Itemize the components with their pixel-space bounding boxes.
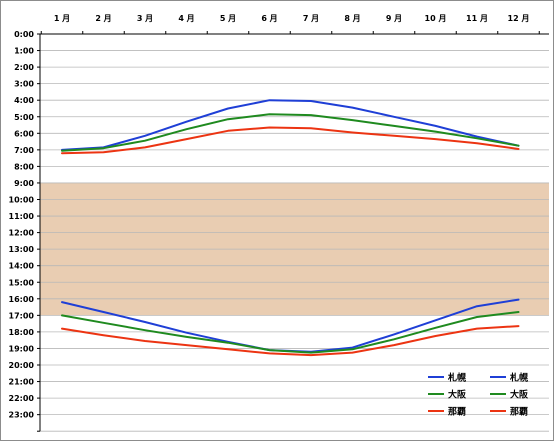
y-tick-label: 15:00	[9, 278, 35, 287]
y-tick-label: 1:00	[14, 47, 34, 56]
y-tick-label: 16:00	[9, 295, 35, 304]
series-line-sunset	[61, 325, 520, 357]
series-line-sunrise	[61, 126, 520, 155]
y-tick-label: 2:00	[14, 63, 34, 72]
y-tick-label: 13:00	[9, 245, 35, 254]
y-tick-label: 8:00	[14, 162, 34, 171]
series-line-sunrise	[61, 113, 520, 152]
legend-label: 大阪	[448, 389, 467, 401]
legend-label: 那覇	[448, 407, 466, 418]
y-tick-label: 5:00	[14, 113, 34, 122]
legend-label: 那覇	[510, 407, 528, 418]
x-tick-label: 3 月	[137, 14, 153, 23]
y-tick-label: 10:00	[9, 196, 35, 205]
series-line-sunrise	[61, 99, 520, 151]
y-tick-label: 22:00	[9, 394, 35, 403]
axis-layer	[37, 31, 549, 432]
y-tick-label: 12:00	[9, 229, 35, 238]
y-tick-label: 23:00	[9, 411, 35, 420]
y-tick-label: 0:00	[14, 30, 34, 39]
y-tick-label: 17:00	[9, 311, 35, 320]
y-tick-label: 9:00	[14, 179, 34, 188]
x-tick-label: 7 月	[303, 14, 319, 23]
x-tick-label: 10 月	[425, 14, 447, 23]
series-layer	[61, 99, 520, 357]
y-tick-label: 11:00	[9, 212, 35, 221]
legend-label: 大阪	[510, 389, 529, 401]
y-tick-label-layer: 0:00 1:00 2:00 3:00 4:00 5:00 6:00 7:00 8:00 9:00…	[9, 30, 35, 420]
legend-label: 札幌	[447, 372, 466, 384]
series-line-sunset	[61, 311, 520, 354]
y-tick-label: 21:00	[9, 378, 35, 387]
y-tick-label: 4:00	[14, 96, 34, 105]
y-tick-label: 3:00	[14, 80, 34, 89]
x-tick-label: 1 月	[54, 14, 70, 23]
x-tick-label: 12 月	[508, 14, 530, 23]
y-tick-label: 18:00	[9, 328, 35, 337]
x-tick-label: 5 月	[220, 14, 236, 23]
x-tick-label: 2 月	[95, 14, 111, 23]
x-tick-label-layer: 1 月 2 月 3 月 4 月 5 月 6 月 7 月 8 月 9 月 10 月 11 月 12 月	[54, 14, 530, 23]
x-tick-label: 8 月	[344, 14, 360, 23]
x-tick-label: 9 月	[386, 14, 402, 23]
y-tick-label: 7:00	[14, 146, 34, 155]
y-tick-label: 19:00	[9, 344, 35, 353]
y-tick-label: 6:00	[14, 129, 34, 138]
y-tick-label: 14:00	[9, 262, 35, 271]
x-tick-label: 11 月	[466, 14, 488, 23]
y-tick-label: 20:00	[9, 361, 35, 370]
x-tick-label: 4 月	[178, 14, 194, 23]
legend-label: 札幌	[509, 372, 528, 384]
x-tick-label: 6 月	[261, 14, 277, 23]
